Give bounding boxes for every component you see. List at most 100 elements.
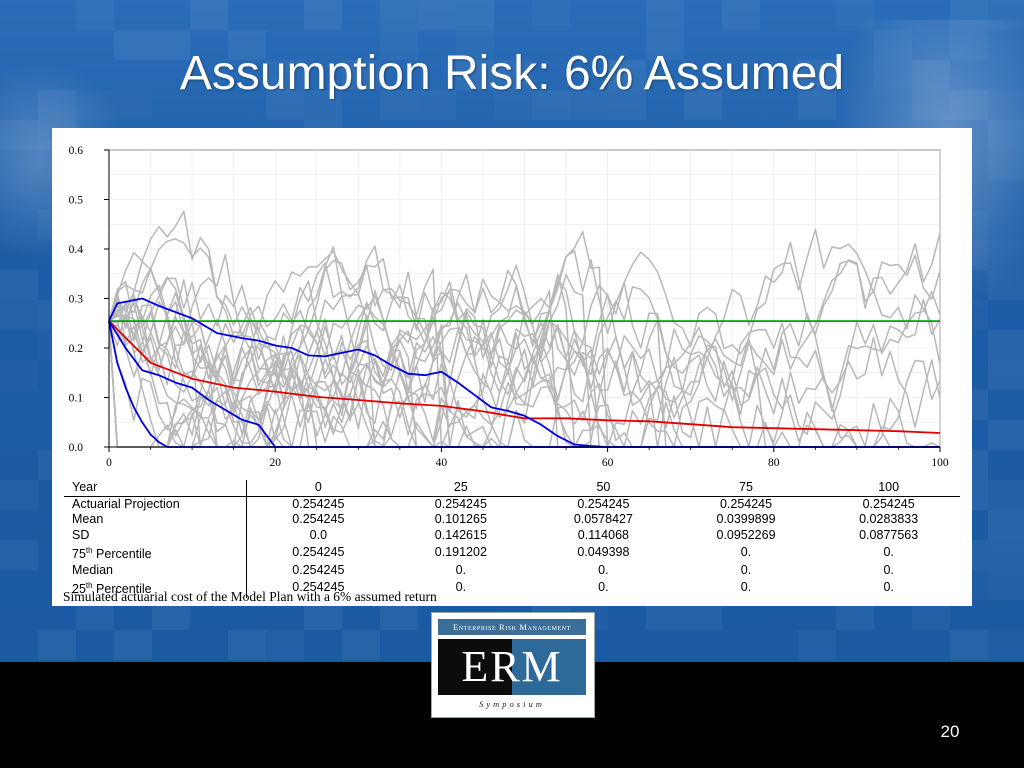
table-row: Actuarial Projection 0.254245 0.254245 0… xyxy=(64,496,960,512)
table-row: Median 0.254245 0. 0. 0. 0. xyxy=(64,562,960,579)
row-label-text: Percentile xyxy=(92,582,152,597)
background-tile xyxy=(912,90,950,120)
background-tile xyxy=(114,630,152,660)
table-cell: 0.0952269 xyxy=(716,527,776,542)
background-tile xyxy=(76,0,114,30)
background-tile xyxy=(988,240,1024,270)
table-header-row: Year 0 25 50 75 100 xyxy=(64,480,960,497)
background-tile xyxy=(646,0,684,30)
background-tile xyxy=(988,0,1024,30)
row-label-number: 25 xyxy=(72,582,86,597)
background-tile xyxy=(608,90,646,120)
table-cell: 0.254245 xyxy=(292,545,345,560)
background-tile xyxy=(456,60,494,90)
background-tile xyxy=(266,60,304,90)
background-tile xyxy=(684,90,722,120)
background-tile xyxy=(950,90,988,120)
page-number: 20 xyxy=(940,722,960,741)
table-cell: 0.0399899 xyxy=(716,512,776,526)
series-line-75th-percentile xyxy=(108,297,608,448)
simulation-path xyxy=(108,284,941,448)
background-tile xyxy=(266,630,304,660)
table-cell: 0. xyxy=(455,580,467,595)
background-tile xyxy=(798,90,836,120)
table-row: Mean 0.254245 0.101265 0.0578427 0.03998… xyxy=(64,512,960,528)
row-label-25th-percentile: 25th Percentile xyxy=(64,578,248,598)
row-label-median: Median xyxy=(64,562,248,579)
table-cell: 0.049398 xyxy=(577,545,630,560)
table-cell: 0.191202 xyxy=(434,545,487,560)
chart-caption: Simulated actuarial cost of the Model Pl… xyxy=(63,589,437,604)
background-tile xyxy=(988,570,1024,600)
background-tile xyxy=(418,0,456,30)
y-tick-label: 0.1 xyxy=(69,393,84,405)
chart-plot: 0 20 40 60 80 100 0.0 0.1 0.2 0.3 0.4 0.5 0.6 xyxy=(69,145,949,469)
table-cell: 0.0283833 xyxy=(859,512,919,526)
logo-top-band: Enterprise Risk Management xyxy=(438,619,586,635)
chart-panel: 0 20 40 60 80 100 0.0 0.1 0.2 0.3 0.4 0.5 0.6 Year 0… xyxy=(52,128,972,606)
table-cell: 0. xyxy=(740,562,752,577)
x-tick-label: 40 xyxy=(436,457,448,469)
table-cell: 0.0 xyxy=(309,527,328,542)
statistics-table: Year 0 25 50 75 100 Actuarial Projection… xyxy=(64,480,960,598)
background-tile xyxy=(988,420,1024,450)
slide-title: Assumption Risk: 6% Assumed xyxy=(179,47,845,100)
series-line-mean xyxy=(108,320,941,434)
x-tick-label: 60 xyxy=(602,457,614,469)
background-tile xyxy=(304,0,342,30)
background-tile xyxy=(228,30,266,60)
background-tile xyxy=(988,330,1024,360)
background-tile xyxy=(38,90,76,120)
background-tile xyxy=(0,480,38,510)
table-cell: 0.254245 xyxy=(862,496,915,511)
table-row: 25th Percentile 0.254245 0. 0. 0. 0. xyxy=(64,578,960,598)
row-label-ordinal: th xyxy=(85,546,93,555)
y-tick-label: 0.3 xyxy=(69,294,84,306)
background-tile xyxy=(798,60,836,90)
y-tick-label: 0.0 xyxy=(69,442,84,454)
table-cell: 0. xyxy=(883,562,894,577)
table-cell: 0. xyxy=(740,580,752,595)
background-tile xyxy=(0,120,38,150)
background-tile xyxy=(190,0,228,30)
table-cell: 0.254245 xyxy=(292,496,345,511)
background-tile xyxy=(38,630,76,660)
table-row: SD 0.0 0.142615 0.114068 0.0952269 0.087… xyxy=(64,527,960,543)
background-tile xyxy=(646,30,684,60)
table-cell: 0. xyxy=(598,562,609,577)
background-tile xyxy=(380,90,418,120)
logo-subtitle: Symposium xyxy=(479,699,545,709)
background-tile xyxy=(456,0,494,30)
background-tile xyxy=(950,0,988,30)
background-tile xyxy=(608,60,646,90)
background-tile xyxy=(836,0,874,30)
x-tick-label: 0 xyxy=(106,457,112,469)
y-tick-label: 0.2 xyxy=(69,343,84,355)
row-label-text: Percentile xyxy=(92,547,152,562)
background-tile xyxy=(988,540,1024,570)
table-cell: 0. xyxy=(455,562,467,577)
logo-blue-block xyxy=(512,639,586,695)
background-tile xyxy=(532,90,570,120)
table-cell: 0.0877563 xyxy=(859,527,919,542)
series-line-median xyxy=(108,320,940,448)
table-cell: 0.254245 xyxy=(292,512,345,526)
background-tile xyxy=(988,630,1024,660)
table-header-cell: 50 xyxy=(532,480,675,497)
background-tile xyxy=(0,360,38,390)
background-tile xyxy=(988,480,1024,510)
background-tile xyxy=(494,60,532,90)
y-tick-label: 0.5 xyxy=(69,195,84,207)
background-tile xyxy=(152,30,190,60)
table-cell: 0. xyxy=(883,580,894,595)
table-header-cell: 100 xyxy=(817,480,960,497)
series-line-25th-percentile xyxy=(108,320,940,448)
x-tick-label: 80 xyxy=(768,457,780,469)
row-label-mean: Mean xyxy=(64,512,248,528)
background-tile xyxy=(988,150,1024,180)
table-header-cell: 25 xyxy=(389,480,533,497)
table-cell: 0.142615 xyxy=(434,527,487,542)
background-tile xyxy=(0,270,38,300)
row-label-number: 75 xyxy=(72,547,86,562)
background-tile xyxy=(950,630,988,660)
